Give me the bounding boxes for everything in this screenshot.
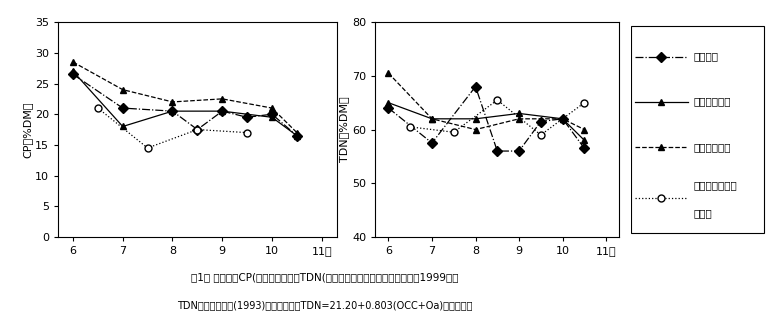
Text: TDNは小川・松崎(1993)による推定式TDN=21.20+0.803(OCC+Oa)を用いた。: TDNは小川・松崎(1993)による推定式TDN=21.20+0.803(OCC…: [177, 300, 473, 310]
Text: カラードギニア: カラードギニア: [694, 180, 737, 191]
Text: ギニアグラス: ギニアグラス: [694, 97, 731, 106]
Y-axis label: TDN（%DM）: TDN（%DM）: [340, 97, 349, 162]
Text: グラス: グラス: [694, 208, 712, 218]
Text: 栽培ヒエ: 栽培ヒエ: [694, 52, 718, 62]
Text: 囱1． 各草種のCP(粗蛋白質およびTDN(可消化養分総量～含有率の推移（1999年）: 囱1． 各草種のCP(粗蛋白質およびTDN(可消化養分総量～含有率の推移（199…: [191, 272, 459, 282]
Y-axis label: CP（%DM）: CP（%DM）: [22, 101, 32, 158]
Text: ローズグラス: ローズグラス: [694, 142, 731, 152]
